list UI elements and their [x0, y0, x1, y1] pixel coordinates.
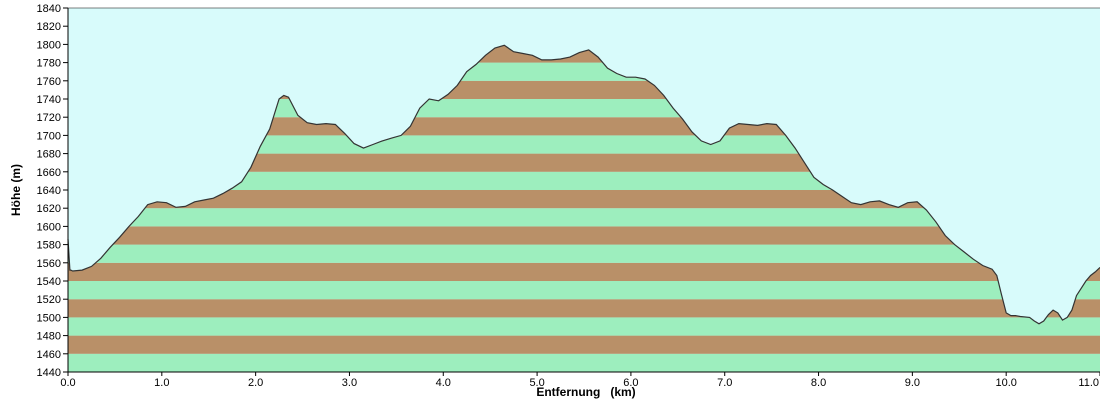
elevation-band	[68, 262, 1100, 281]
x-tick-label: 7.0	[717, 377, 732, 389]
y-tick-label: 1820	[37, 21, 61, 33]
y-tick-label: 1460	[37, 349, 61, 361]
y-tick-label: 1760	[37, 76, 61, 88]
y-tick-label: 1740	[37, 94, 61, 106]
elevation-band	[68, 299, 1100, 318]
y-tick-label: 1600	[37, 221, 61, 233]
elevation-band	[68, 335, 1100, 354]
x-tick-label: 1.0	[154, 377, 169, 389]
y-tick-label: 1480	[37, 331, 61, 343]
elevation-band	[68, 208, 1100, 227]
x-tick-label: 6.0	[623, 377, 638, 389]
y-tick-label: 1560	[37, 258, 61, 270]
y-tick-label: 1720	[37, 112, 61, 124]
y-tick-label: 1640	[37, 185, 61, 197]
y-tick-label: 1700	[37, 130, 61, 142]
y-tick-label: 1440	[37, 367, 61, 379]
x-tick-label: 5.0	[529, 377, 544, 389]
x-tick-label: 10.0	[995, 377, 1016, 389]
elevation-band	[68, 244, 1100, 263]
elevation-band	[68, 317, 1100, 336]
x-axis-title: Entfernung (km)	[536, 385, 635, 399]
y-tick-label: 1840	[37, 3, 61, 15]
elevation-band	[68, 281, 1100, 300]
x-tick-label: 2.0	[248, 377, 263, 389]
elevation-band	[68, 353, 1100, 372]
x-axis-ticks: 0.0 1.0 2.0 3.0 4.0 5.0 6.0 7.0 8.0 9.0 10.0 11.0	[60, 372, 1100, 389]
x-tick-label: 8.0	[811, 377, 826, 389]
y-tick-label: 1620	[37, 203, 61, 215]
y-tick-label: 1780	[37, 58, 61, 70]
y-tick-label: 1660	[37, 167, 61, 179]
x-tick-label: 9.0	[905, 377, 920, 389]
x-tick-label: 0.0	[60, 377, 75, 389]
y-tick-label: 1800	[37, 39, 61, 51]
y-tick-label: 1520	[37, 294, 61, 306]
y-axis-title: Höhe (m)	[9, 164, 23, 216]
y-tick-label: 1540	[37, 276, 61, 288]
elevation-profile-line	[67, 44, 1100, 325]
y-tick-label: 1500	[37, 312, 61, 324]
x-tick-label: 3.0	[342, 377, 357, 389]
x-tick-label: 11.0	[1078, 377, 1099, 389]
y-axis-ticks: 1440 1460 1480 1500 1520 1540 1560 1580 1600 1620…	[37, 3, 68, 379]
y-tick-label: 1680	[37, 149, 61, 161]
elevation-band	[68, 226, 1100, 245]
sky-area	[68, 8, 1100, 324]
x-tick-label: 4.0	[436, 377, 451, 389]
y-tick-label: 1580	[37, 240, 61, 252]
